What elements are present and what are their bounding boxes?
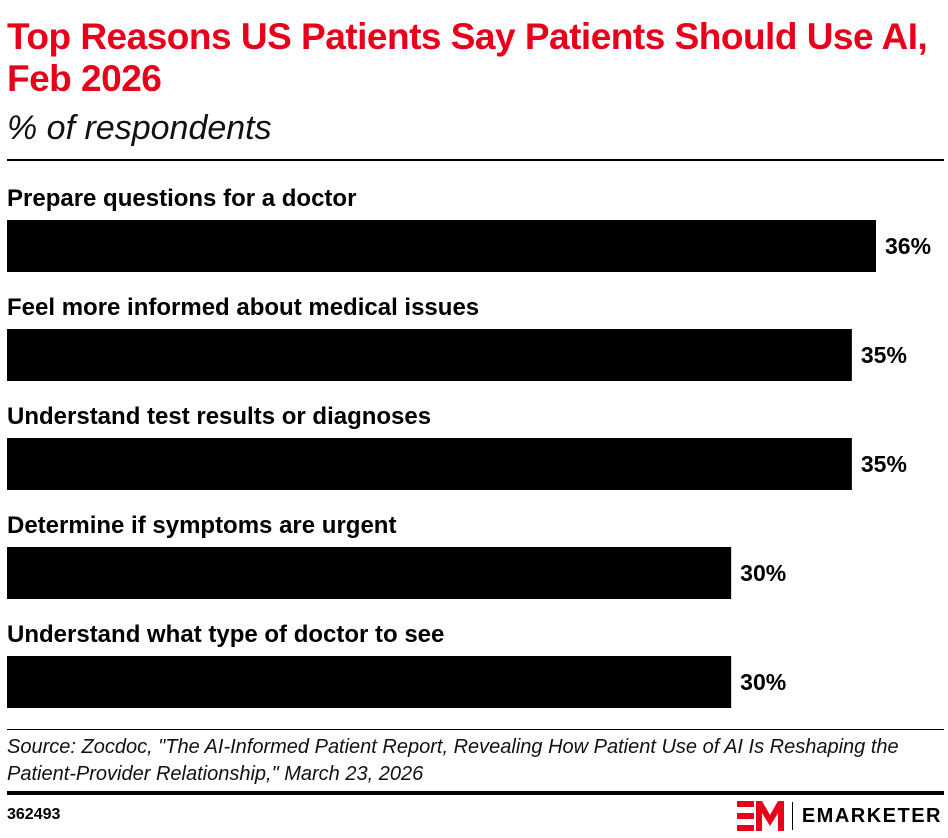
- brand-separator: [791, 802, 793, 830]
- footer-divider: [7, 791, 944, 795]
- em-logo-icon: [736, 801, 784, 831]
- category-label: Determine if symptoms are urgent: [7, 512, 396, 539]
- chart-subtitle: % of respondents: [7, 109, 272, 147]
- category-label: Feel more informed about medical issues: [7, 294, 479, 321]
- category-label: Prepare questions for a doctor: [7, 185, 356, 212]
- bar: [7, 438, 852, 490]
- value-label: 30%: [740, 560, 786, 586]
- category-label: Understand what type of doctor to see: [7, 621, 444, 648]
- bar: [7, 220, 876, 272]
- brand-logo: EMARKETER: [736, 800, 942, 832]
- source-note: Source: Zocdoc, "The AI-Informed Patient…: [7, 736, 899, 785]
- brand-name: EMARKETER: [801, 804, 942, 827]
- bar: [7, 656, 732, 708]
- bar: [7, 329, 852, 381]
- bar-chart: Prepare questions for a doctor 36% Feel mo…: [7, 185, 931, 708]
- value-label: 30%: [740, 669, 786, 695]
- category-label: Understand test results or diagnoses: [7, 403, 431, 430]
- value-label: 36%: [885, 233, 931, 259]
- bar: [7, 547, 732, 599]
- top-divider: [7, 159, 944, 161]
- value-label: 35%: [861, 342, 907, 368]
- source-divider: [7, 729, 944, 730]
- chart-id: 362493: [7, 806, 61, 823]
- chart-title: Top Reasons US Patients Say Patients Sho…: [7, 16, 928, 99]
- value-label: 35%: [861, 451, 907, 477]
